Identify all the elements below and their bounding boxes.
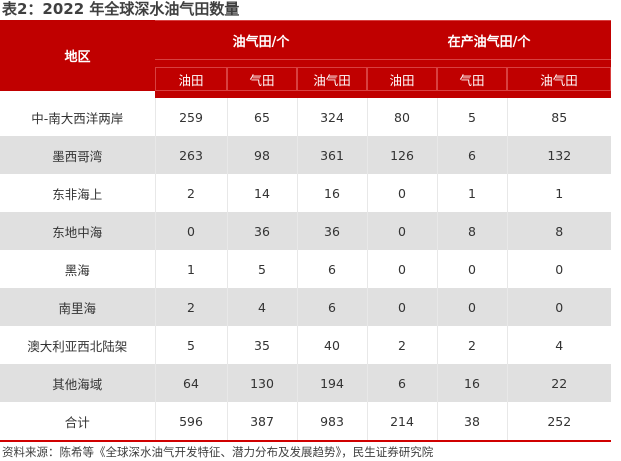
region-cell: 中-南大西洋两岸 — [31, 110, 124, 126]
region-cell: 南里海 — [0, 288, 155, 326]
value-cell: 0 — [506, 288, 611, 326]
value-cell: 4 — [226, 288, 297, 326]
value-cell: 2 — [154, 288, 227, 326]
value-cell: 1 — [436, 174, 507, 212]
value-cell: 5 — [436, 98, 507, 136]
table-row: 东非海上 2 14 16 0 1 1 — [0, 174, 611, 212]
value-cell: 0 — [366, 288, 437, 326]
region-cell: 黑海 — [64, 262, 90, 278]
value-cell: 252 — [506, 402, 611, 440]
region-cell: 东非海上 — [52, 186, 103, 202]
value-cell: 8 — [506, 212, 611, 250]
value-cell: 64 — [154, 364, 227, 402]
header-sub: 油气田 — [507, 67, 611, 91]
region-cell: 其他海域 — [0, 364, 155, 402]
region-cell: 墨西哥湾 — [0, 136, 155, 174]
value-cell: 1 — [506, 174, 611, 212]
value-cell: 0 — [366, 174, 437, 212]
value-cell: 14 — [226, 174, 297, 212]
value-cell: 194 — [296, 364, 367, 402]
value-cell: 5 — [154, 326, 227, 364]
header-group-fields: 油气田/个 — [155, 20, 367, 60]
value-cell: 35 — [226, 326, 297, 364]
header-sub: 油气田 — [297, 67, 367, 91]
value-cell: 2 — [436, 326, 507, 364]
value-cell: 36 — [226, 212, 297, 250]
value-cell: 0 — [506, 250, 611, 288]
region-cell: 东地中海 — [0, 212, 155, 250]
value-cell: 36 — [296, 212, 367, 250]
value-cell: 40 — [296, 326, 367, 364]
value-cell: 130 — [226, 364, 297, 402]
header-sub: 气田 — [437, 67, 507, 91]
region-cell: 澳大利亚西北陆架 — [27, 338, 128, 354]
source-note: 资料来源：陈希等《全球深水油气开发特征、潜力分布及发展趋势》，民生证券研究院 — [2, 445, 434, 459]
value-cell: 259 — [154, 98, 227, 136]
bottom-rule — [0, 440, 611, 442]
value-cell: 0 — [436, 250, 507, 288]
table-row: 黑海 1 5 6 0 0 0 — [0, 250, 611, 288]
value-cell: 16 — [296, 174, 367, 212]
table-title: 表2：2022 年全球深水油气田数量 — [2, 0, 240, 18]
value-cell: 0 — [366, 250, 437, 288]
region-cell: 合计 — [64, 414, 90, 430]
value-cell: 361 — [296, 136, 367, 174]
value-cell: 6 — [296, 288, 367, 326]
data-table: 中-南大西洋两岸 259 65 324 80 5 85 墨西哥湾 263 98 361 126 6 132… — [0, 98, 611, 440]
value-cell: 596 — [154, 402, 227, 440]
header-sub: 气田 — [227, 67, 297, 91]
value-cell: 38 — [436, 402, 507, 440]
value-cell: 2 — [154, 174, 227, 212]
table-row: 南里海 2 4 6 0 0 0 — [0, 288, 611, 326]
value-cell: 16 — [436, 364, 507, 402]
value-cell: 126 — [366, 136, 437, 174]
value-cell: 214 — [366, 402, 437, 440]
header-sub: 油田 — [155, 67, 227, 91]
value-cell: 0 — [366, 212, 437, 250]
value-cell: 85 — [506, 98, 611, 136]
value-cell: 22 — [506, 364, 611, 402]
value-cell: 80 — [366, 98, 437, 136]
value-cell: 2 — [366, 326, 437, 364]
value-cell: 1 — [154, 250, 227, 288]
value-cell: 6 — [366, 364, 437, 402]
table-row: 其他海域 64 130 194 6 16 22 — [0, 364, 611, 402]
value-cell: 6 — [296, 250, 367, 288]
value-cell: 8 — [436, 212, 507, 250]
value-cell: 324 — [296, 98, 367, 136]
table-row: 澳大利亚西北陆架 5 35 40 2 2 4 — [0, 326, 611, 364]
value-cell: 65 — [226, 98, 297, 136]
value-cell: 0 — [436, 288, 507, 326]
value-cell: 5 — [226, 250, 297, 288]
value-cell: 98 — [226, 136, 297, 174]
table-row: 合计 596 387 983 214 38 252 — [0, 402, 611, 440]
header-group-producing: 在产油气田/个 — [367, 20, 611, 60]
header-region: 地区 — [0, 20, 155, 91]
table-row: 墨西哥湾 263 98 361 126 6 132 — [0, 136, 611, 174]
value-cell: 0 — [154, 212, 227, 250]
value-cell: 132 — [506, 136, 611, 174]
value-cell: 263 — [154, 136, 227, 174]
table-row: 中-南大西洋两岸 259 65 324 80 5 85 — [0, 98, 611, 136]
value-cell: 6 — [436, 136, 507, 174]
header-sub: 油田 — [367, 67, 437, 91]
table-row: 东地中海 0 36 36 0 8 8 — [0, 212, 611, 250]
value-cell: 387 — [226, 402, 297, 440]
value-cell: 4 — [506, 326, 611, 364]
value-cell: 983 — [296, 402, 367, 440]
